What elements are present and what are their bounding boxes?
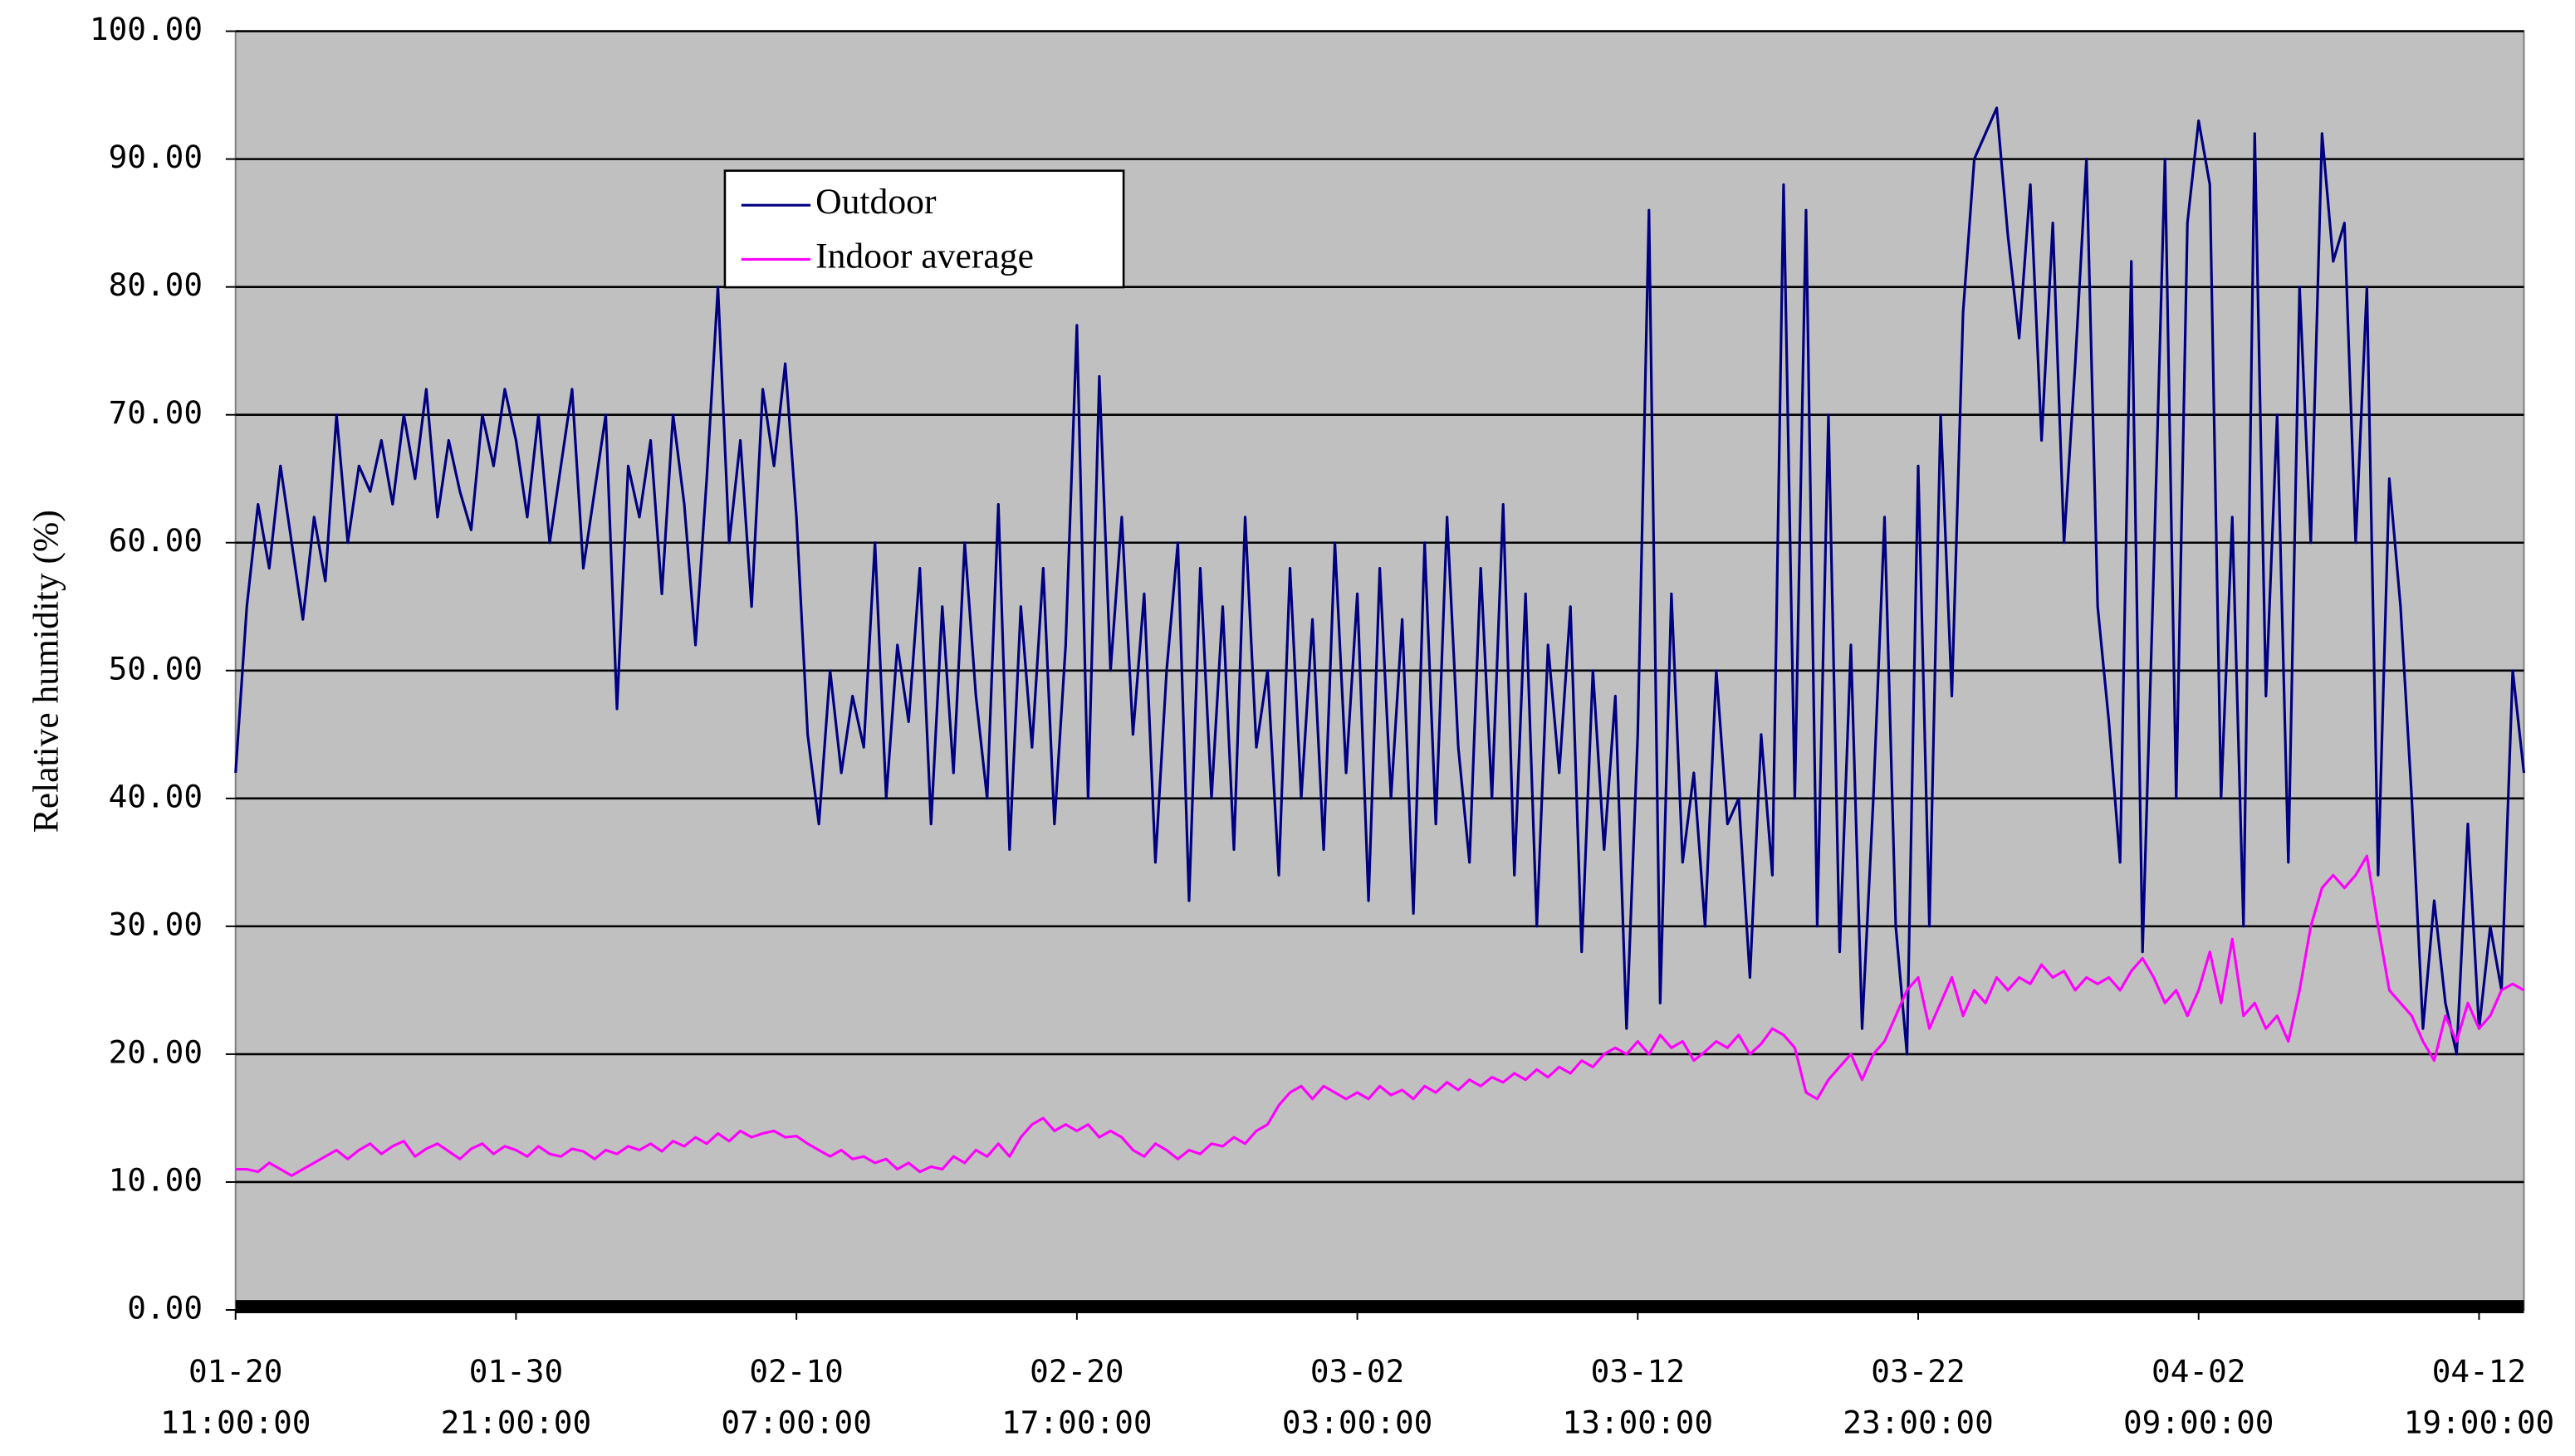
y-axis-label: Relative humidity (%) [26,510,66,833]
series-line [234,106,2526,1056]
x-tick-label: 02-20 17:00:00 [1001,1353,1153,1440]
legend-label: Outdoor [815,182,937,222]
y-tick-label: 20.00 [109,1033,203,1070]
y-tick-label: 100.00 [90,11,203,47]
x-tick-label: 01-20 11:00:00 [160,1353,311,1440]
x-tick-label: 04-12 19:00:00 [2404,1353,2555,1440]
series-line [235,854,2525,1177]
legend-label: Indoor average [815,236,1034,276]
y-tick-label: 30.00 [109,906,203,942]
y-tick-label: 80.00 [109,266,203,303]
y-tick-label: 50.00 [109,650,203,686]
y-tick-label: 0.00 [127,1290,203,1327]
y-tick-label: 70.00 [109,394,203,431]
y-tick-label: 40.00 [109,778,203,814]
y-tick-label: 90.00 [109,139,203,175]
x-axis-bar [235,1300,2524,1313]
x-tick-label: 03-02 03:00:00 [1282,1353,1433,1440]
y-tick-label: 10.00 [109,1162,203,1199]
legend-box [723,169,1125,289]
x-tick-label: 01-30 21:00:00 [441,1353,592,1440]
x-tick-label: 03-22 23:00:00 [1843,1353,1994,1440]
x-tick-label: 04-02 09:00:00 [2123,1353,2274,1440]
x-tick-label: 02-10 07:00:00 [721,1353,872,1440]
y-tick-label: 60.00 [109,522,203,559]
x-tick-label: 03-12 13:00:00 [1563,1353,1714,1440]
